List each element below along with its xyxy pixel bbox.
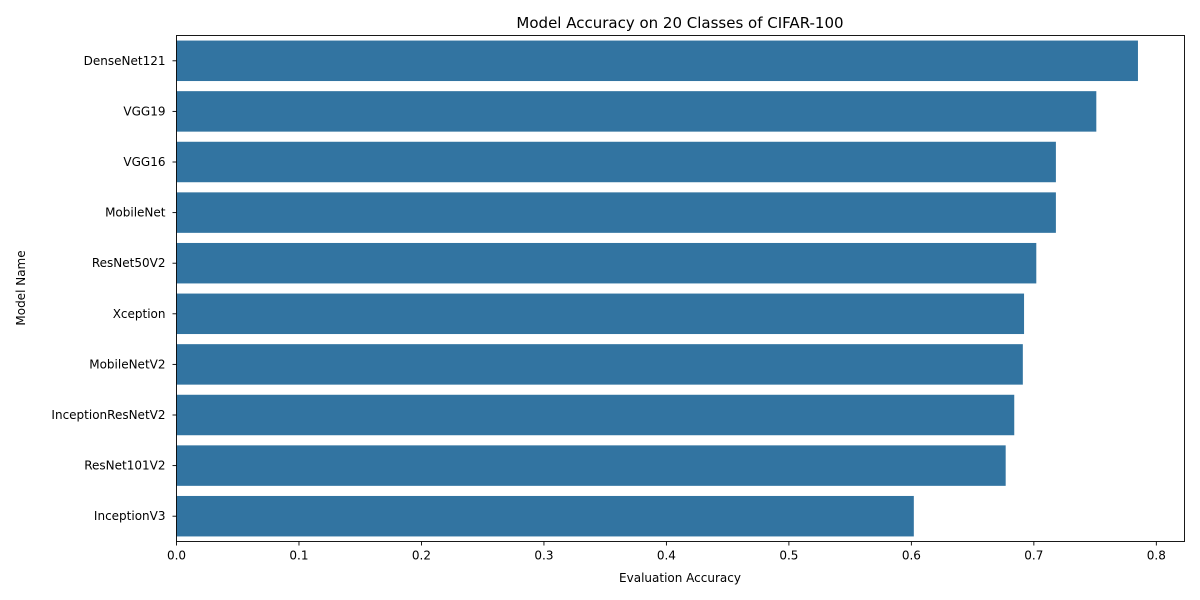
x-tick-label: 0.0 [167, 549, 186, 563]
y-tick-label: VGG19 [123, 104, 165, 118]
y-tick-label: Xception [113, 307, 166, 321]
bar [176, 40, 1138, 82]
y-tick-label: InceptionResNetV2 [51, 408, 165, 422]
y-tick-label: MobileNetV2 [89, 357, 165, 371]
bar [176, 445, 1006, 486]
bar [176, 394, 1015, 436]
bar [176, 293, 1025, 335]
bar [176, 141, 1056, 183]
plot-frame [176, 35, 1185, 542]
y-tick-label: ResNet50V2 [92, 256, 166, 270]
y-axis-label: Model Name [14, 250, 28, 325]
bar [176, 495, 914, 537]
x-axis-label: Evaluation Accuracy [619, 571, 741, 585]
x-tick-label: 0.8 [1147, 549, 1166, 563]
x-tick-label: 0.2 [412, 549, 431, 563]
y-tick-label: VGG16 [123, 155, 165, 169]
x-tick-label: 0.7 [1024, 549, 1043, 563]
bar [176, 192, 1056, 233]
bars-group [176, 40, 1138, 537]
bar [176, 91, 1097, 132]
y-tick-label: DenseNet121 [84, 54, 166, 68]
x-tick-label: 0.5 [779, 549, 798, 563]
y-tick-label: MobileNet [105, 206, 166, 220]
x-tick-label: 0.4 [657, 549, 676, 563]
y-tick-label: ResNet101V2 [84, 459, 165, 473]
x-tick-label: 0.3 [534, 549, 553, 563]
y-tick-label: InceptionV3 [94, 509, 166, 523]
x-tick-label: 0.1 [289, 549, 308, 563]
bar [176, 344, 1023, 385]
x-tick-label: 0.6 [902, 549, 921, 563]
y-tick-labels: DenseNet121 VGG19 VGG16 MobileNet ResNet50V2… [51, 54, 177, 523]
chart-title: Model Accuracy on 20 Classes of CIFAR-10… [516, 14, 843, 32]
bar [176, 242, 1037, 284]
x-ticks-group: 0.0 0.1 0.2 0.3 0.4 0.5 0.6 0.7 0.8 [167, 541, 1166, 563]
